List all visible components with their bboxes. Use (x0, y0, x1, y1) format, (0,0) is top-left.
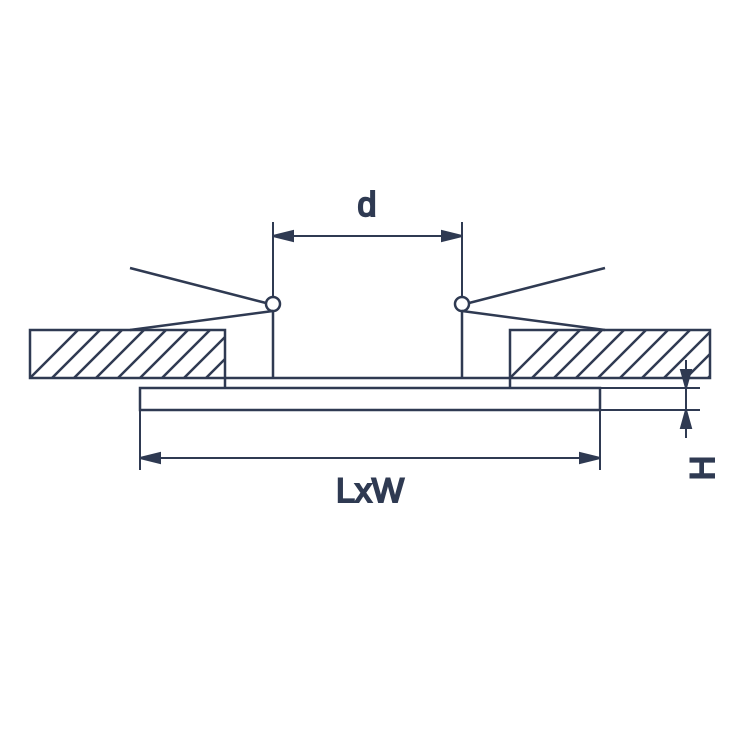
label-h: H (684, 456, 722, 481)
label-d: d (358, 186, 377, 224)
label-lxw: LxW (336, 472, 404, 510)
light-panel (140, 378, 600, 410)
dimension-lxw: LxW (140, 410, 600, 510)
dimension-diagram: d LxW H (0, 0, 740, 732)
dimension-d: d (273, 186, 462, 297)
